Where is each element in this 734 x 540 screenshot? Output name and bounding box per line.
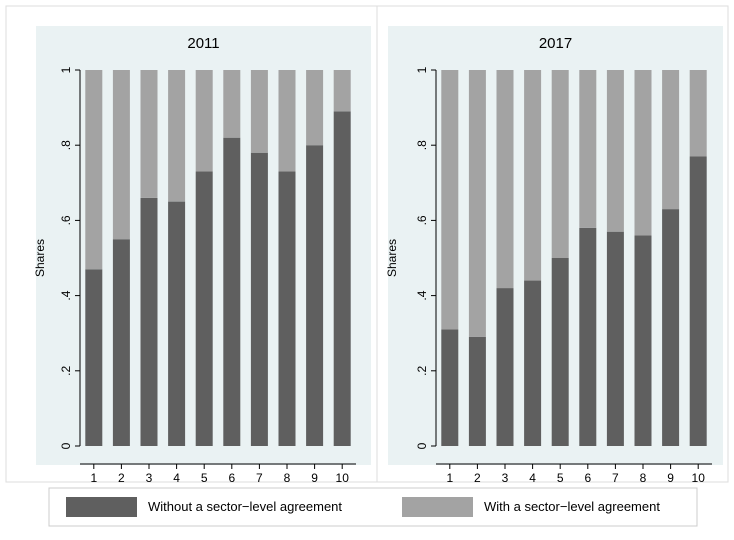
panel-2017: 2017 0 .2 .4 .6 .8 1 Shares 1 2 3 4 5 6 7 8 9 10 bbox=[385, 26, 723, 485]
panel-2017-x-tick-label: 1 bbox=[446, 471, 453, 485]
panel-2011-y-tick-label: .2 bbox=[59, 365, 73, 375]
panel-2011-y-tick-label: .8 bbox=[59, 140, 73, 150]
legend-box bbox=[48, 487, 698, 527]
legend: Without a sector−level agreement With a … bbox=[48, 487, 698, 527]
panel-2017-y-tick-label: .8 bbox=[415, 140, 429, 150]
panel-2011-bar-without bbox=[278, 171, 296, 446]
panel-2017-bar-without bbox=[468, 336, 486, 446]
panel-2017-x-tick-label: 9 bbox=[667, 471, 674, 485]
panel-2011-bar-with bbox=[278, 70, 296, 172]
panel-2011-x-tick-label: 9 bbox=[311, 471, 318, 485]
panel-2017-bar-without bbox=[606, 231, 624, 446]
panel-2017-x-tick-label: 8 bbox=[640, 471, 647, 485]
panel-2011-bar-without bbox=[250, 152, 268, 446]
panel-2017-y-tick-label: .4 bbox=[415, 290, 429, 300]
panel-2017-bar-with bbox=[551, 70, 569, 258]
panel-2017-bar-without bbox=[579, 227, 597, 446]
panel-2017-title-band bbox=[388, 26, 723, 58]
panel-2011-bar-without bbox=[168, 201, 186, 446]
panel-2017-bar-without bbox=[524, 280, 542, 446]
panel-2011-x-tick-label: 4 bbox=[173, 471, 180, 485]
panel-2011-x-tick-label: 7 bbox=[256, 471, 263, 485]
panel-2011-x-tick-label: 3 bbox=[146, 471, 153, 485]
panel-2011-bar-without bbox=[140, 197, 158, 446]
panel-2017-bar-without bbox=[496, 288, 514, 446]
legend-swatch-with bbox=[402, 497, 473, 517]
panel-2011-y-tick-label: 0 bbox=[59, 442, 73, 449]
panel-2011: 2011 0 .2 .4 .6 .8 1 Shares 1 2 3 4 5 6 7 8 9 10 bbox=[33, 26, 371, 485]
panel-2011-bar-with bbox=[168, 70, 186, 202]
panel-2011-bar-with bbox=[306, 70, 324, 146]
panel-2017-x-tick-label: 7 bbox=[612, 471, 619, 485]
panel-2011-bar-with bbox=[195, 70, 213, 172]
panel-2017-bar-without bbox=[662, 209, 680, 446]
panel-2011-y-tick-label: .4 bbox=[59, 290, 73, 300]
panel-2017-bar-with bbox=[579, 70, 597, 228]
panel-2011-x-tick-label: 6 bbox=[228, 471, 235, 485]
panel-2017-bar-with bbox=[441, 70, 459, 330]
panel-2011-x-tick-label: 5 bbox=[201, 471, 208, 485]
panel-2017-bar-without bbox=[441, 329, 459, 446]
panel-2011-y-label: Shares bbox=[33, 239, 47, 277]
panel-2011-bar-with bbox=[223, 70, 241, 138]
panel-2017-x-tick-label: 3 bbox=[502, 471, 509, 485]
panel-2011-x-tick-label: 1 bbox=[90, 471, 97, 485]
panel-2011-bar-without bbox=[333, 111, 351, 447]
panel-2017-bar-with bbox=[662, 70, 680, 210]
panel-2011-bar-with bbox=[140, 70, 158, 198]
panel-2011-x-tick-label: 10 bbox=[336, 471, 350, 485]
panel-2011-bar-without bbox=[112, 239, 130, 446]
panel-2011-x-tick-label: 8 bbox=[284, 471, 291, 485]
panel-2011-bar-without bbox=[195, 171, 213, 446]
legend-label-without: Without a sector−level agreement bbox=[148, 499, 342, 514]
panel-2017-bar-without bbox=[634, 235, 652, 446]
panel-2017-x-tick-label: 6 bbox=[584, 471, 591, 485]
panel-2017-x-tick-label: 10 bbox=[692, 471, 706, 485]
panel-2011-bar-without bbox=[85, 269, 103, 446]
panel-2017-bar-with bbox=[468, 70, 486, 337]
panel-2011-bar-without bbox=[306, 145, 324, 446]
panel-2011-bar-with bbox=[85, 70, 103, 270]
panel-2017-y-tick-label: .2 bbox=[415, 365, 429, 375]
legend-swatch-without bbox=[66, 497, 137, 517]
panel-2011-title-band bbox=[36, 26, 371, 58]
panel-2017-bar-with bbox=[496, 70, 514, 289]
panel-2011-y-tick-label: .6 bbox=[59, 215, 73, 225]
panel-2017-y-tick-label: 1 bbox=[415, 66, 429, 73]
panel-2017-bar-with bbox=[689, 70, 707, 157]
panel-2017-x-tick-label: 5 bbox=[557, 471, 564, 485]
panel-2017-bar-without bbox=[689, 156, 707, 447]
panel-2017-y-tick-label: .6 bbox=[415, 215, 429, 225]
panel-2017-bar-without bbox=[551, 258, 569, 446]
panel-2017-x-tick-label: 2 bbox=[474, 471, 481, 485]
panel-2011-x-tick-label: 2 bbox=[118, 471, 125, 485]
panel-2011-bar-without bbox=[223, 137, 241, 446]
panel-2017-y-label: Shares bbox=[385, 239, 399, 277]
panel-2017-title: 2017 bbox=[539, 35, 572, 52]
panel-2011-bar-with bbox=[112, 70, 130, 240]
panel-2011-bar-with bbox=[333, 70, 351, 112]
panel-2017-bar-with bbox=[606, 70, 624, 232]
legend-label-with: With a sector−level agreement bbox=[484, 499, 660, 514]
panel-2011-y-tick-label: 1 bbox=[59, 66, 73, 73]
panel-2017-x-tick-label: 4 bbox=[529, 471, 536, 485]
panel-2017-bar-with bbox=[634, 70, 652, 236]
panel-2011-title: 2011 bbox=[187, 35, 219, 52]
panel-2017-y-tick-label: 0 bbox=[415, 442, 429, 449]
panel-2017-bar-with bbox=[524, 70, 542, 281]
panel-2011-bar-with bbox=[250, 70, 268, 153]
